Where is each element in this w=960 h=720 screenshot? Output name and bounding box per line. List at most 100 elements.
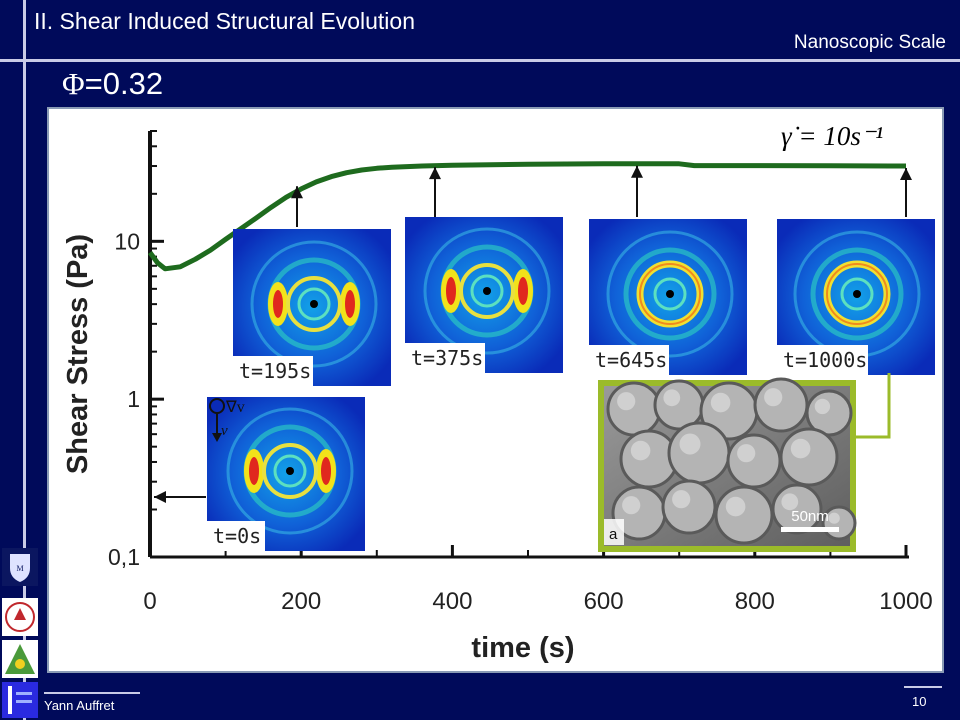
x-tick-label: 200 — [281, 588, 321, 615]
shear-rate-annotation: γ̇ = 10s⁻¹ — [781, 121, 883, 151]
saxs-main-ring — [262, 443, 318, 499]
sem-particle-highlight — [790, 438, 811, 459]
saxs-left-peak — [249, 457, 259, 485]
y-tick-label: 0,1 — [108, 544, 140, 570]
partner-logo — [2, 682, 38, 718]
sem-scale-bar — [781, 527, 839, 532]
university-crest-logo: M — [2, 548, 38, 586]
sem-particle — [726, 433, 782, 489]
sem-particle-highlight — [672, 490, 691, 509]
arrow-pattern-2-head — [429, 167, 441, 180]
saxs-main-ring — [286, 276, 342, 332]
sem-particle-highlight — [617, 392, 636, 411]
saxs-label-bg — [207, 521, 265, 551]
sem-particle — [606, 381, 662, 437]
saxs-inner-ring — [470, 274, 504, 308]
saxs-beamstop — [286, 467, 294, 475]
saxs-inner-ring — [273, 454, 307, 488]
sem-particle-highlight — [622, 496, 641, 515]
author-name: Yann Auffret — [44, 698, 115, 713]
saxs-pattern-0: t=0s — [207, 397, 365, 551]
saxs-label-bg — [589, 345, 669, 375]
x-tick-label: 600 — [584, 588, 624, 615]
sem-particle-highlight — [725, 496, 746, 517]
velocity-label: v — [221, 423, 228, 439]
slide-title: II. Shear Induced Structural Evolution — [34, 8, 415, 34]
volume-fraction-label: Φ=0.32 — [62, 66, 163, 102]
saxs-right-peak — [345, 290, 355, 318]
sem-panel-label: a — [609, 526, 618, 543]
saxs-label-bg — [405, 343, 485, 373]
saxs-outer-ring — [226, 407, 354, 535]
sem-particle-highlight — [828, 512, 840, 524]
saxs-time-label: t=0s — [213, 524, 261, 548]
sem-particle-highlight — [781, 493, 799, 511]
saxs-time-label: t=1000s — [783, 348, 867, 372]
institute-seal-logo — [2, 598, 38, 636]
saxs-inner-ring — [297, 287, 331, 321]
svg-text:M: M — [16, 564, 23, 573]
saxs-beamstop — [853, 290, 861, 298]
saxs-mid-ring — [623, 247, 717, 341]
lab-triangle-logo — [2, 640, 38, 678]
y-tick-label: 1 — [127, 386, 140, 412]
sem-particle-highlight — [663, 389, 681, 407]
chart-panel: 0,1 1 10 0 200 400 600 800 1000 time (s) Shear Str… — [47, 107, 944, 673]
velocity-arrow-head — [212, 433, 222, 442]
sem-particle-highlight — [710, 392, 731, 413]
sem-particle — [661, 479, 717, 535]
x-tick-label: 0 — [143, 588, 156, 615]
x-tick-label: 400 — [432, 588, 472, 615]
sem-particle — [779, 427, 839, 487]
saxs-main-ring-core — [826, 263, 888, 325]
x-tick-label: 1000 — [879, 588, 932, 615]
phi-symbol: Φ — [62, 66, 85, 101]
sem-particle — [714, 485, 774, 545]
saxs-pattern-1000: t=1000s — [777, 219, 935, 375]
saxs-mid-ring — [810, 247, 904, 341]
header-vertical-rule — [23, 0, 26, 720]
section-label: Nanoscopic Scale — [793, 32, 946, 53]
arrow-t0-head — [154, 491, 166, 503]
phi-value: =0.32 — [84, 66, 164, 101]
saxs-beamstop — [483, 287, 491, 295]
sem-particle — [667, 421, 731, 485]
shear-stress-chart: 0,1 1 10 0 200 400 600 800 1000 time (s) Shear Str… — [62, 121, 935, 664]
saxs-right-peak — [518, 277, 528, 305]
saxs-pattern-375: t=375s — [405, 217, 563, 373]
saxs-outer-ring — [606, 230, 734, 358]
saxs-pattern-645: t=645s — [589, 219, 747, 375]
inset-connector — [855, 373, 891, 439]
page-rule — [904, 686, 942, 688]
arrow-pattern-3-head — [631, 165, 643, 178]
saxs-main-ring — [459, 263, 515, 319]
sem-particle-highlight — [737, 444, 756, 463]
shear-direction-labels: ∇v v — [209, 398, 245, 442]
saxs-time-label: t=645s — [595, 348, 667, 372]
saxs-label-bg — [777, 345, 868, 375]
saxs-inner-ring — [840, 277, 874, 311]
saxs-main-ring-core — [639, 263, 701, 325]
saxs-right-peak — [321, 457, 331, 485]
header-horizontal-rule — [0, 59, 960, 62]
saxs-beamstop — [666, 290, 674, 298]
sem-panel-label-bg — [604, 519, 624, 545]
shear-stress-curve — [147, 161, 907, 272]
footer-rule — [44, 692, 140, 694]
y-axis-label: Shear Stress (Pa) — [62, 234, 94, 474]
sem-inset: a 50nm — [598, 373, 891, 552]
x-axis-label: time (s) — [471, 632, 574, 664]
sem-particle-highlight — [814, 398, 831, 415]
saxs-inner-ring — [653, 277, 687, 311]
saxs-left-peak — [273, 290, 283, 318]
sem-particle-highlight — [679, 433, 701, 455]
saxs-time-label: t=375s — [411, 346, 483, 370]
sem-particle — [753, 377, 809, 433]
gradient-label: ∇v — [225, 399, 245, 416]
saxs-label-bg — [233, 356, 313, 386]
saxs-outer-ring — [423, 227, 551, 355]
saxs-outer-ring — [250, 240, 378, 368]
saxs-beamstop — [310, 300, 318, 308]
arrow-pattern-1-head — [291, 186, 303, 199]
sem-particle-highlight — [764, 388, 783, 407]
